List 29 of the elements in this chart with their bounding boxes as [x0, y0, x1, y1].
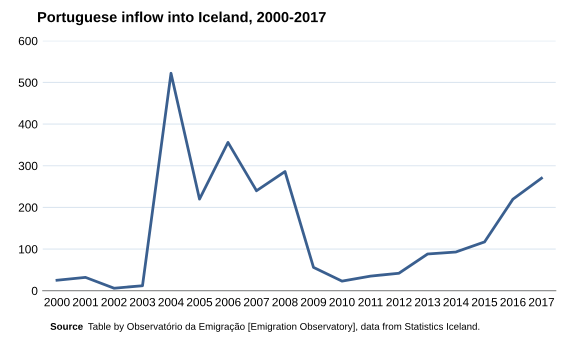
x-tick-label: 2000 — [44, 298, 70, 306]
x-tick-label: 2007 — [244, 298, 270, 306]
x-tick-label: 2009 — [300, 298, 326, 306]
x-tick-label: 2003 — [130, 298, 156, 306]
x-tick-label: 2015 — [472, 298, 498, 306]
x-tick-label: 2008 — [272, 298, 298, 306]
chart-title: Portuguese inflow into Iceland, 2000-2017 — [38, 12, 326, 26]
x-tick-label: 2005 — [186, 298, 212, 306]
x-tick-label: 2006 — [215, 298, 241, 306]
x-tick-label: 2017 — [528, 298, 554, 306]
x-tick-label: 2016 — [500, 298, 526, 306]
x-tick-label: 2014 — [443, 298, 469, 306]
y-tick-label: 200 — [18, 203, 38, 212]
x-tick-label: 2001 — [72, 298, 98, 306]
x-tick-label: 2013 — [414, 298, 440, 306]
x-tick-label: 2004 — [158, 298, 184, 306]
y-tick-label: 100 — [19, 245, 38, 254]
text: Table by Observatório da Emigração [Emigration Observatory], data from Statistics Iceland. — [88, 322, 480, 332]
y-tick-label: 400 — [18, 120, 38, 128]
x-tick-label: 2010 — [329, 298, 355, 306]
x-tick-label: 2012 — [386, 298, 412, 306]
x-tick-label: 2011 — [358, 298, 383, 306]
line-series — [56, 72, 543, 290]
y-tick-label: 300 — [18, 162, 38, 170]
x-tick-label: 2002 — [101, 298, 127, 306]
y-tick-label: 0 — [32, 286, 38, 296]
y-tick-label: 500 — [18, 78, 38, 87]
y-tick-label: 600 — [18, 36, 38, 46]
text: Source — [50, 323, 83, 330]
